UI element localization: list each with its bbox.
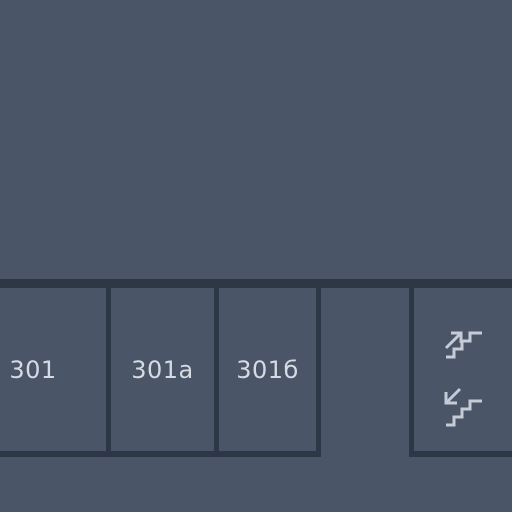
stairs-up-icon[interactable] bbox=[443, 318, 485, 360]
stairs-down-icon[interactable] bbox=[443, 386, 485, 428]
room-label: 301б bbox=[236, 355, 299, 384]
room-label: 301a bbox=[131, 355, 194, 384]
wall-301a-301b bbox=[214, 286, 219, 456]
wall-301-301a bbox=[106, 286, 111, 456]
room-301b[interactable]: 301б bbox=[219, 288, 316, 451]
wall-301b-corridor bbox=[316, 286, 321, 456]
rooms-wall-bottom bbox=[0, 451, 321, 457]
room-label: 301 bbox=[9, 355, 57, 384]
wall-stairwell-left bbox=[409, 286, 414, 456]
room-301a[interactable]: 301a bbox=[111, 288, 214, 451]
room-301[interactable]: 301 bbox=[0, 288, 106, 451]
stairwell-wall-bottom bbox=[409, 451, 512, 457]
corridor-wall-top bbox=[0, 279, 512, 288]
